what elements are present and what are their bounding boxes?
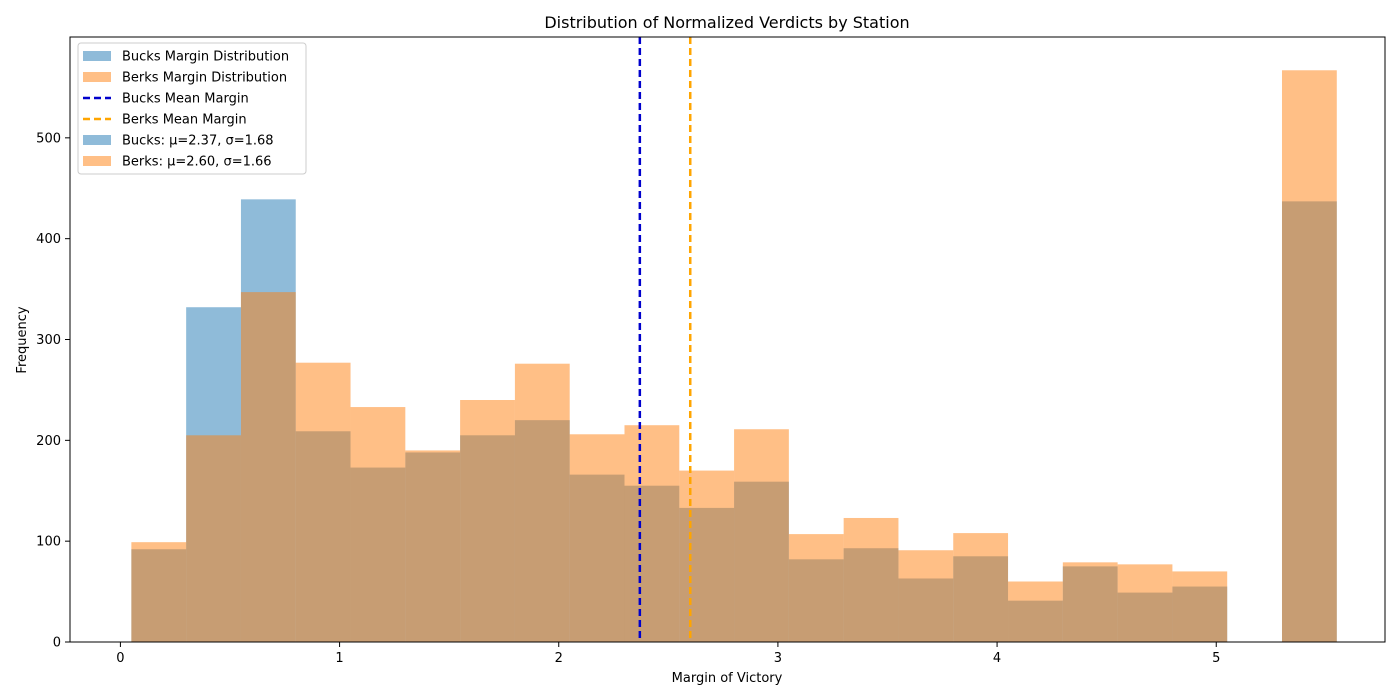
bar-berks	[734, 429, 789, 642]
legend-label: Bucks Margin Distribution	[122, 50, 289, 65]
bar-berks	[679, 470, 735, 642]
bar-berks	[131, 542, 187, 642]
bar-berks	[240, 292, 296, 642]
legend-swatch	[83, 135, 111, 145]
legend-swatch	[83, 51, 111, 61]
bar-berks	[953, 533, 1009, 642]
legend-label: Berks Margin Distribution	[122, 71, 287, 86]
bar-berks	[624, 425, 680, 642]
x-tick-label: 4	[993, 651, 1001, 666]
x-tick-label: 3	[774, 651, 782, 666]
y-tick-label: 500	[36, 131, 61, 146]
bar-berks	[1062, 562, 1118, 642]
bars-group	[131, 70, 1337, 642]
y-tick-label: 200	[36, 434, 61, 449]
mean-lines-group	[638, 37, 692, 642]
chart-title: Distribution of Normalized Verdicts by S…	[544, 13, 909, 32]
y-axis-label: Frequency	[15, 306, 30, 373]
bar-berks	[295, 362, 351, 642]
x-axis-ticks: 0 1 2 3 4 5	[116, 642, 1220, 666]
x-tick-label: 2	[555, 651, 563, 666]
bar-berks	[569, 434, 625, 642]
x-tick-label: 5	[1212, 651, 1220, 666]
bar-berks	[350, 407, 406, 642]
bar-berks	[1008, 581, 1063, 642]
bar-berks	[843, 517, 899, 642]
legend-label: Berks Mean Margin	[122, 113, 247, 128]
bar-berks	[1281, 70, 1337, 642]
legend-box	[77, 42, 307, 175]
bar-berks	[186, 435, 241, 642]
bar-berks	[898, 550, 954, 642]
bar-berks	[514, 363, 570, 642]
bar-berks	[405, 450, 461, 642]
y-axis-ticks: 0 100 200 300 400 500	[36, 131, 70, 651]
legend-label: Bucks Mean Margin	[122, 92, 249, 107]
bar-berks	[1117, 564, 1173, 642]
legend-label: Bucks: μ=2.37, σ=1.68	[122, 134, 274, 149]
legend-label: Berks: μ=2.60, σ=1.66	[122, 155, 272, 170]
bar-berks	[460, 400, 515, 642]
y-tick-label: 400	[36, 232, 61, 247]
legend-swatch	[83, 72, 111, 82]
y-tick-label: 300	[36, 333, 61, 348]
bar-berks	[788, 534, 844, 642]
x-tick-label: 1	[335, 651, 343, 666]
bar-berks	[1172, 571, 1228, 642]
x-axis-label: Margin of Victory	[672, 671, 783, 686]
y-tick-label: 0	[53, 636, 61, 651]
x-tick-label: 0	[116, 651, 124, 666]
legend: Bucks Margin Distribution Berks Margin Di…	[77, 42, 307, 175]
y-tick-label: 100	[36, 535, 61, 550]
legend-swatch	[83, 156, 111, 166]
